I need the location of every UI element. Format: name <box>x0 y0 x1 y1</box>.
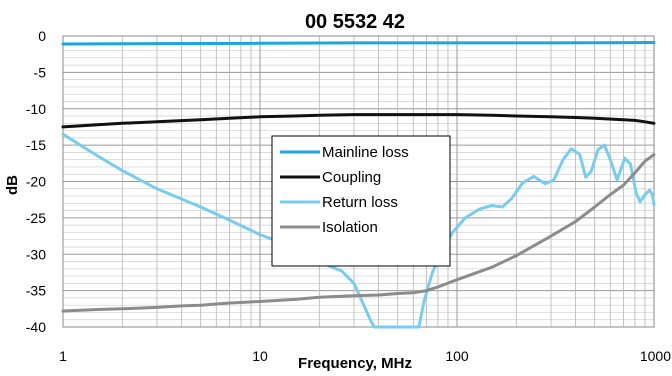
y-tick-label: -35 <box>26 283 46 299</box>
series-line-isolation <box>61 153 656 313</box>
legend: Mainline loss Coupling Return loss Isolatio… <box>271 135 451 267</box>
x-tick-label: 10 <box>252 348 268 364</box>
legend-label: Return loss <box>322 194 398 211</box>
y-tick-label: -25 <box>26 210 46 226</box>
series-lines <box>61 41 656 329</box>
plot-frame <box>62 35 655 328</box>
y-tick-label: -20 <box>26 174 46 190</box>
y-axis-label: dB <box>4 175 21 195</box>
legend-label: Mainline loss <box>322 144 409 161</box>
chart-title: 00 5532 42 <box>305 11 405 33</box>
y-tick-label: -30 <box>26 246 46 262</box>
legend-label: Isolation <box>322 219 378 236</box>
y-tick-label: -40 <box>26 319 46 335</box>
y-tick-label: -5 <box>34 64 47 80</box>
y-tick-label: -15 <box>26 137 46 153</box>
y-tick-label: -10 <box>26 101 46 117</box>
y-tick-label: 0 <box>38 28 46 44</box>
x-tick-label: 100 <box>445 348 469 364</box>
series-line-coupling <box>61 113 656 129</box>
x-tick-label: 1 <box>59 348 67 364</box>
legend-label: Coupling <box>322 169 381 186</box>
x-tick-labels: 1 10 100 1000 <box>59 348 671 364</box>
x-tick-label: 1000 <box>640 348 671 364</box>
y-tick-labels: 0 -5 -10 -15 -20 -25 -30 -35 -40 <box>26 28 46 335</box>
x-axis-label: Frequency, MHz <box>298 355 412 372</box>
series-line-mainline-loss <box>61 41 656 46</box>
